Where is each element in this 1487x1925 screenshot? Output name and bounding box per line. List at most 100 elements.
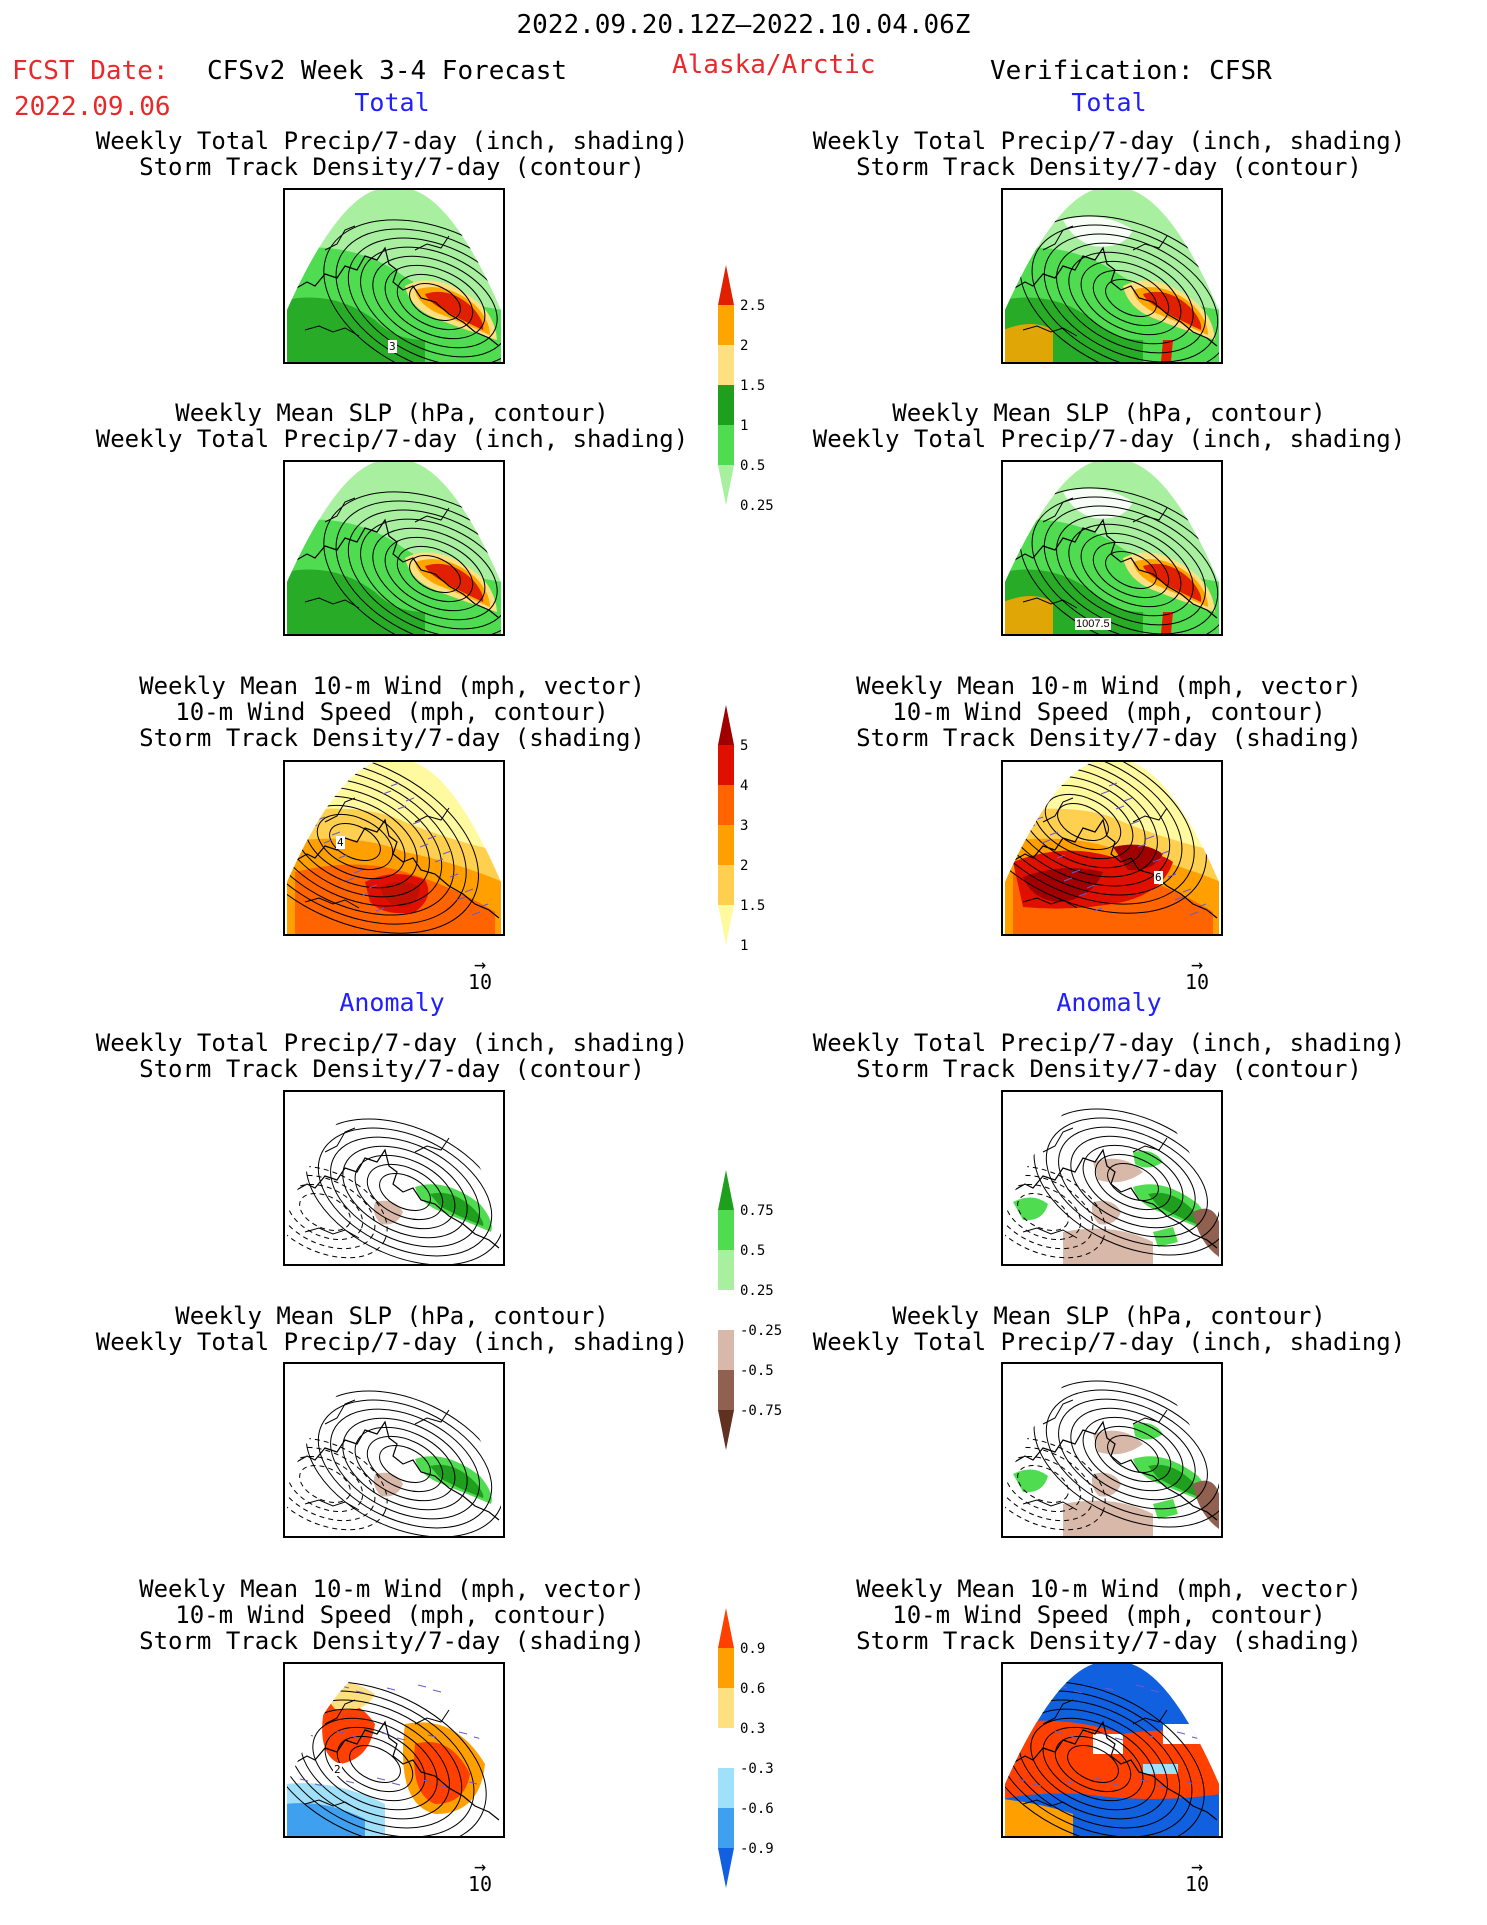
colorbar-segment [718,785,734,825]
title-r1: Weekly Total Precip/7-day (inch, shading… [812,127,1406,181]
colorbar-segment [718,705,734,745]
colorbar-segment [718,265,734,305]
colorbar-segment [718,1370,734,1410]
verification-label: Verification: CFSR [990,56,1272,86]
section-anomaly-right: Anomaly [1056,988,1162,1017]
map-graphic [1005,462,1219,634]
colorbar-precip-total: 2.5 2 1.5 1 0.5 0.25 [718,265,774,514]
colorbar-tick-label: -0.9 [740,1841,774,1857]
date-range: 2022.09.20.12Z–2022.10.04.06Z [516,10,971,40]
title-r6: Weekly Mean 10-m Wind (mph, vector) 10-m … [856,1575,1362,1655]
colorbar-tick-label: 2 [740,858,748,874]
colorbar-tick-label: 1.5 [740,898,765,914]
vector-ref-r1: → 10 [1177,952,1217,992]
map-graphic [287,1364,501,1536]
colorbar-segment [718,1210,734,1250]
map-graphic [287,1092,501,1264]
vector-ref-r2: → 10 [1177,1856,1217,1894]
colorbar-segment [718,745,734,785]
map-panel-anom-precip-storm-verif [1001,1090,1223,1266]
colorbar-segment [718,1410,734,1450]
title-l6: Weekly Mean 10-m Wind (mph, vector) 10-m … [139,1575,645,1655]
colorbar-segment [718,465,734,505]
colorbar-tick-label: 0.5 [740,1243,765,1259]
map-panel-anom-slp-precip-fcst [283,1362,505,1538]
colorbar-tick-label: 0.25 [740,498,774,514]
colorbar-tick-label: 0.9 [740,1641,765,1657]
arrow-icon: → [473,1854,487,1878]
arrow-icon: → [473,952,487,976]
title-l2: Weekly Mean SLP (hPa, contour) Weekly Tot… [95,399,689,453]
map-graphic [287,762,501,934]
colorbar-segment [718,1848,734,1888]
colorbar-tick-label: -0.75 [740,1403,782,1419]
map-graphic [1005,1092,1219,1264]
vector-ref-l1: → 10 [460,952,500,992]
colorbar-segment [718,345,734,385]
colorbar-segment [718,1648,734,1688]
fcst-date-value: 2022.09.06 [14,92,171,122]
colorbar-tick-label: 4 [740,778,748,794]
colorbar-storm-anom: 0.9 0.6 0.3 -0.3 -0.6 -0.9 [718,1608,774,1888]
colorbar-tick-label: 5 [740,738,748,754]
map-panel-total-wind-storm-verif [1001,760,1223,936]
arrow-icon: → [1190,952,1204,976]
model-label: CFSv2 Week 3-4 Forecast [207,56,568,86]
map-panel-total-precip-storm-fcst [283,188,505,364]
map-graphic [1005,1664,1219,1836]
colorbar-tick-label: -0.5 [740,1363,774,1379]
section-total-left: Total [354,88,430,117]
map-graphic [1005,762,1219,934]
colorbar-segment [718,1608,734,1648]
title-l3: Weekly Mean 10-m Wind (mph, vector) 10-m … [139,672,645,752]
colorbar-tick-label: 0.75 [740,1203,774,1219]
title-r3: Weekly Mean 10-m Wind (mph, vector) 10-m … [856,672,1362,752]
region-label: Alaska/Arctic [672,50,876,80]
title-l1: Weekly Total Precip/7-day (inch, shading… [95,127,689,181]
colorbar-tick-label: 1.5 [740,378,765,394]
title-r5: Weekly Mean SLP (hPa, contour) Weekly Tot… [812,1302,1406,1356]
map-panel-anom-slp-precip-verif [1001,1362,1223,1538]
colorbar-segment [718,1170,734,1210]
title-l5: Weekly Mean SLP (hPa, contour) Weekly Tot… [95,1302,689,1356]
colorbar-segment [718,1768,734,1808]
colorbar-segment [718,865,734,905]
colorbar-segment [718,1688,734,1728]
title-l4: Weekly Total Precip/7-day (inch, shading… [95,1029,689,1083]
map-panel-total-slp-precip-verif [1001,460,1223,636]
vector-ref-l2: → 10 [460,1854,500,1894]
map-panel-anom-precip-storm-fcst [283,1090,505,1266]
contour-label: 6 [1154,871,1163,884]
section-anomaly-left: Anomaly [339,988,445,1017]
colorbar-tick-label: 0.25 [740,1283,774,1299]
colorbar-segment [718,1808,734,1848]
title-r2: Weekly Mean SLP (hPa, contour) Weekly Tot… [812,399,1406,453]
colorbar-segment [718,905,734,945]
title-r4: Weekly Total Precip/7-day (inch, shading… [812,1029,1406,1083]
colorbar-tick-label: 1 [740,418,748,434]
colorbar-segment [718,825,734,865]
contour-label: 1007.5 [1075,618,1111,630]
colorbar-segment [718,1728,734,1768]
colorbar-tick-label: 0.6 [740,1681,765,1697]
colorbar-tick-label: -0.3 [740,1761,774,1777]
section-total-right: Total [1071,88,1147,117]
colorbar-tick-label: 0.5 [740,458,765,474]
colorbar-tick-label: 2 [740,338,748,354]
map-panel-total-slp-precip-fcst [283,460,505,636]
colorbar-segment [718,1250,734,1290]
colorbar-tick-label: 2.5 [740,298,765,314]
map-graphic [1005,190,1219,362]
contour-label: 2 [333,1763,342,1776]
colorbar-segment [718,425,734,465]
contour-label: 3 [388,340,397,353]
colorbar-segment [718,385,734,425]
map-graphic [287,462,501,634]
map-panel-total-precip-storm-verif [1001,188,1223,364]
colorbar-storm-total: 5 4 3 2 1.5 1 [718,705,765,954]
map-panel-anom-wind-storm-fcst [283,1662,505,1838]
map-graphic [1005,1364,1219,1536]
colorbar-tick-label: 1 [740,938,748,954]
colorbar-tick-label: -0.6 [740,1801,774,1817]
colorbar-precip-anom: 0.75 0.5 0.25 -0.25 -0.5 -0.75 [718,1170,782,1450]
